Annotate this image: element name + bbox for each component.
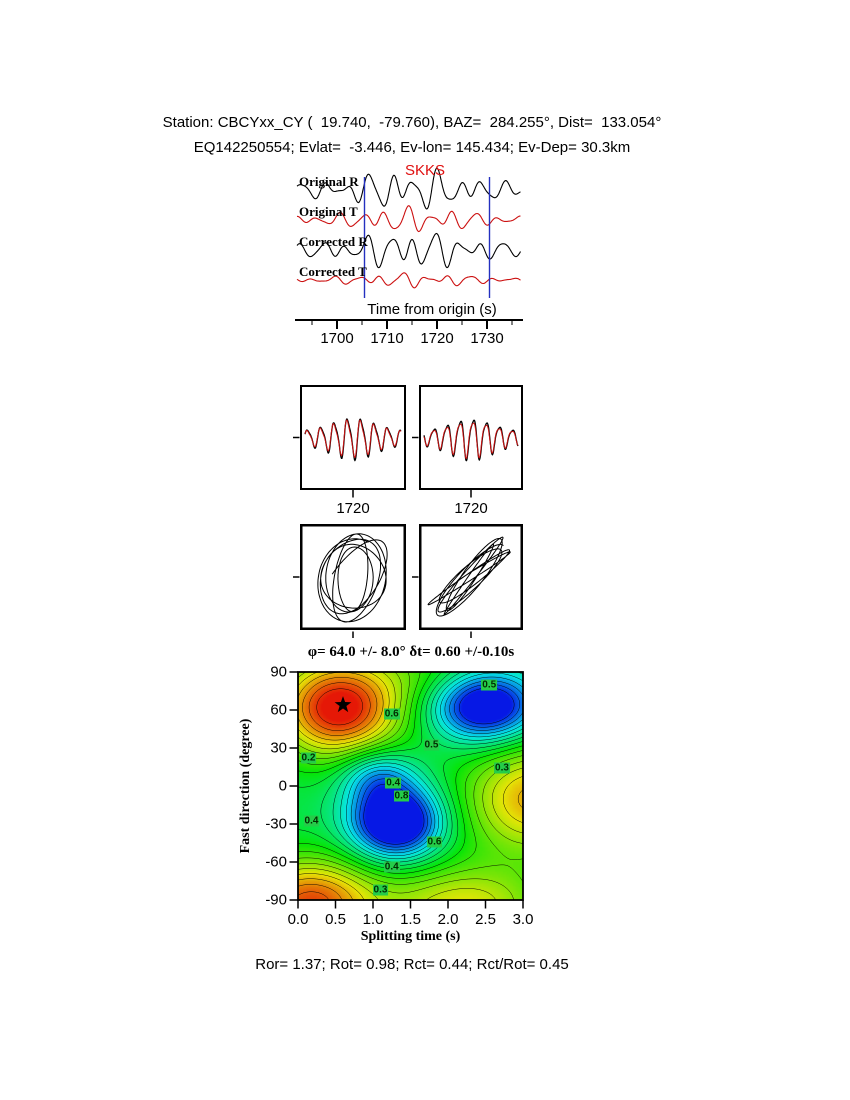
splitting-time-tick-label-2.5: 2.5 [475,911,496,928]
pair-box-2 [419,385,523,490]
contour-value-label-6: 0.4 [303,815,320,827]
splitting-time-tick-label-0.0: 0.0 [287,911,309,928]
particle-motion-curve-1 [317,533,388,623]
fast-direction-tick-label--90: -90 [265,891,287,909]
fast-direction-tick-label-60: 60 [270,701,287,719]
trace-label-original-r: Original R [299,174,359,189]
station-info: Station: CBCYxx_CY ( 19.740, -79.760), B… [162,114,662,131]
fast-direction-tick-label-0: 0 [278,777,287,795]
contour-value-label-7: 0.6 [426,836,443,848]
contour-value-label-0: 0.5 [481,679,498,691]
contour-value-label-9: 0.3 [372,884,389,896]
contour-value-label-2: 0.2 [300,752,317,764]
particle-motion-box-1 [300,524,406,630]
error-surface-canvas [298,672,523,900]
contour-value-label-3: 0.5 [423,739,440,751]
slow-component-pair-1 [304,419,402,459]
fast-direction-tick-label-90: 90 [270,663,287,681]
fast-component-pair-2 [423,419,519,462]
fast-component-pair-1 [304,418,402,462]
fast-direction-tick-label--30: -30 [265,815,287,833]
particle-motion-curve-2 [427,536,511,617]
time-axis-title: Time from origin (s) [367,301,497,318]
contour-value-label-10: 0.3 [494,762,510,774]
trace-label-corrected-r: Corrected R [299,234,368,249]
fast-direction-tick-label-30: 30 [270,739,287,757]
pair-tick-label-1: 1720 [336,500,370,517]
event-info: EQ142250554; Evlat= -3.446, Ev-lon= 145.… [193,139,631,156]
slow-component-pair-2 [423,422,519,460]
splitting-result-title: φ= 64.0 +/- 8.0° δt= 0.60 +/-0.10s [307,644,515,660]
contour-value-label-4: 0.4 [385,777,402,789]
contour-value-label-5: 0.8 [393,790,410,802]
time-tick-label-1700: 1700 [320,330,354,347]
trace-label-original-t: Original T [299,204,358,219]
contour-value-label-8: 0.4 [383,861,400,873]
time-tick-label-1730: 1730 [470,330,504,347]
fast-direction-axis-title: Fast direction (degree) [238,718,253,854]
splitting-time-tick-label-2.0: 2.0 [437,911,459,928]
splitting-time-tick-label-0.5: 0.5 [325,911,346,928]
particle-motion-box-2 [419,524,523,630]
trace-label-corrected-t: Corrected T [299,264,367,279]
quality-ratios: Ror= 1.37; Rot= 0.98; Rct= 0.44; Rct/Rot… [255,956,569,973]
splitting-time-tick-label-3.0: 3.0 [512,911,534,928]
pair-box-1 [300,385,406,490]
fast-direction-tick-label--60: -60 [265,853,287,871]
time-tick-label-1710: 1710 [370,330,404,347]
pair-tick-label-2: 1720 [454,500,488,517]
contour-value-label-1: 0.6 [383,708,400,720]
splitting-time-tick-label-1.0: 1.0 [362,911,384,928]
splitting-time-tick-label-1.5: 1.5 [400,911,421,928]
splitting-time-axis-title: Splitting time (s) [360,929,461,944]
time-tick-label-1720: 1720 [420,330,454,347]
phase-label-skks: SKKS [405,162,446,179]
